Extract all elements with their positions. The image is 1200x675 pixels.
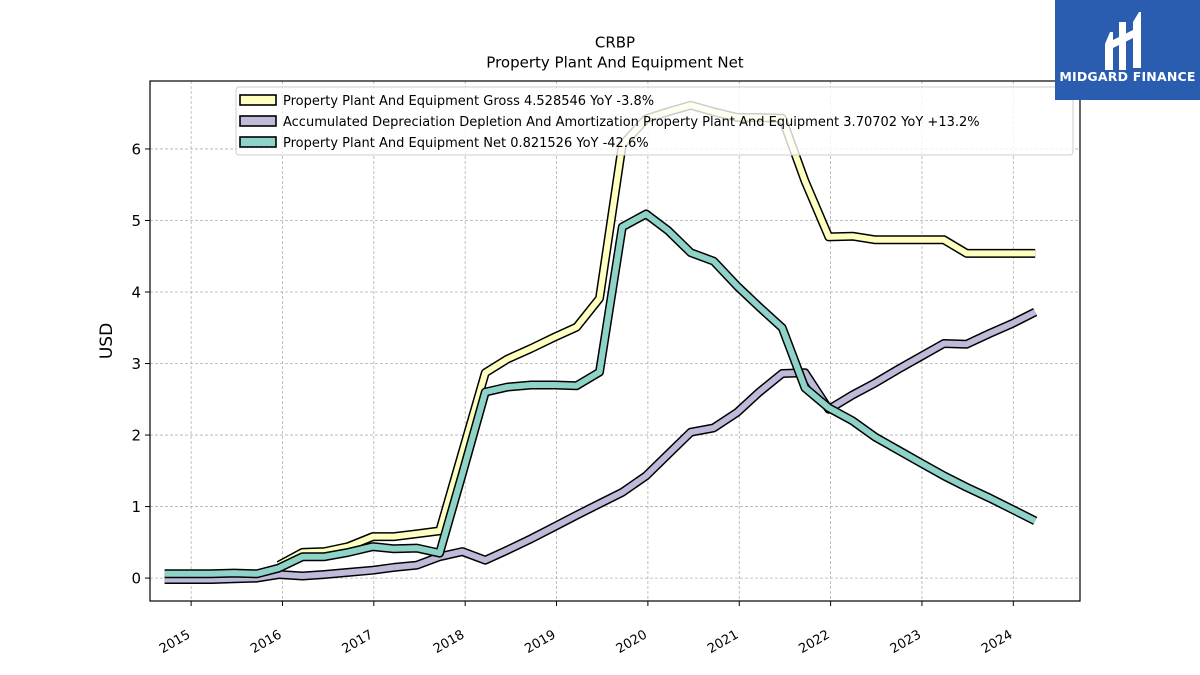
x-tick-label: 2019 <box>522 627 558 657</box>
plot-area-frame <box>149 80 1081 602</box>
y-tick-label: 2 <box>131 427 141 445</box>
x-tick-label: 2018 <box>431 627 467 657</box>
logo-text: MIDGARD FINANCE <box>1059 69 1196 84</box>
legend-label-2: Accumulated Depreciation Depletion And A… <box>283 115 980 130</box>
y-axis: 0 1 2 3 4 5 6 <box>131 140 150 588</box>
x-tick-label: 2022 <box>796 627 832 657</box>
logo-mark-icon <box>1105 12 1141 70</box>
legend-swatch-2 <box>239 115 277 127</box>
y-tick-label: 4 <box>131 284 141 302</box>
y-axis-label: USD <box>97 323 117 359</box>
chart-subtitle: Property Plant And Equipment Net <box>486 54 743 72</box>
y-tick-label: 3 <box>131 355 141 373</box>
chart-title: CRBP <box>595 34 635 52</box>
x-tick-label: 2020 <box>614 627 650 657</box>
x-tick-label: 2023 <box>888 627 924 657</box>
x-tick-label: 2024 <box>979 627 1015 657</box>
legend-swatch-1 <box>239 94 277 106</box>
series-line-3 <box>164 211 1037 577</box>
brand-logo: MIDGARD FINANCE <box>1055 0 1200 100</box>
x-tick-label: 2015 <box>157 627 193 657</box>
y-tick-label: 0 <box>131 570 141 588</box>
y-tick-label: 1 <box>131 498 141 516</box>
x-tick-label: 2021 <box>705 627 741 657</box>
x-tick-label: 2016 <box>248 627 284 657</box>
y-tick-label: 5 <box>131 212 141 230</box>
x-tick-label: 2017 <box>340 627 376 657</box>
legend-label-3: Property Plant And Equipment Net 0.82152… <box>283 136 649 151</box>
legend-label-1: Property Plant And Equipment Gross 4.528… <box>283 94 654 109</box>
series-line-2 <box>164 309 1037 583</box>
legend: Property Plant And Equipment Gross 4.528… <box>235 86 1074 156</box>
y-tick-label: 6 <box>131 140 141 158</box>
plot-lines <box>164 100 1038 584</box>
x-axis: 2015 2016 2017 2018 2019 2020 2021 2022 2023 2024 <box>157 601 1015 657</box>
legend-box <box>235 86 1074 156</box>
legend-swatch-3 <box>239 136 277 148</box>
